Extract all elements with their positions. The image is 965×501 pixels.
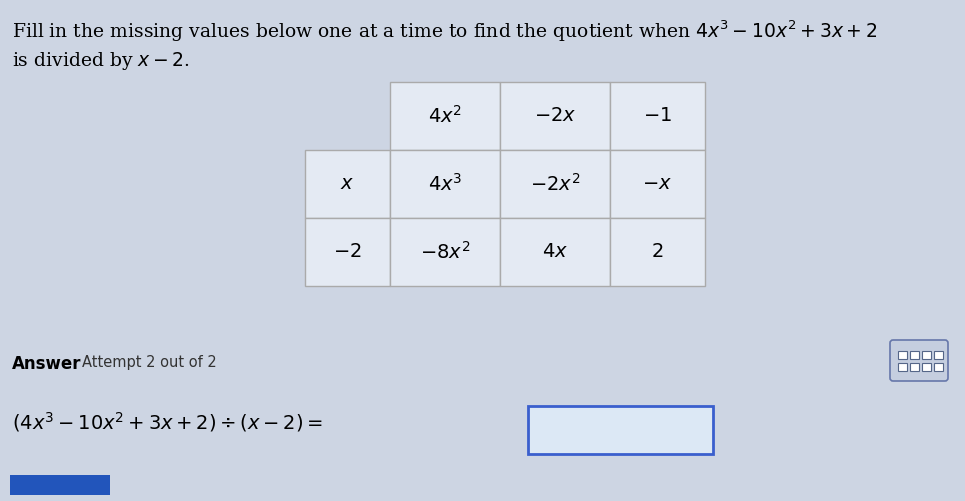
Text: Attempt 2 out of 2: Attempt 2 out of 2 [82,355,217,370]
Bar [500,82,610,150]
Bar [305,218,390,286]
Text: $-2$: $-2$ [333,243,362,261]
Bar [305,150,390,218]
Text: $(4x^3 - 10x^2 + 3x + 2) \div (x - 2) =$: $(4x^3 - 10x^2 + 3x + 2) \div (x - 2) =$ [12,410,323,434]
Bar [10,475,110,495]
Bar [898,351,907,359]
Bar [910,351,919,359]
Bar [390,82,500,150]
Text: is divided by $x - 2$.: is divided by $x - 2$. [12,50,190,72]
Bar [922,363,931,371]
FancyBboxPatch shape [890,340,948,381]
Text: $2$: $2$ [651,243,664,261]
Text: $4x^2$: $4x^2$ [427,105,462,127]
Bar [610,218,705,286]
Bar [922,351,931,359]
Text: $-2x^2$: $-2x^2$ [530,173,580,195]
Bar [500,218,610,286]
Text: Fill in the missing values below one at a time to find the quotient when $4x^3 -: Fill in the missing values below one at … [12,18,877,44]
Text: $4x^3$: $4x^3$ [427,173,462,195]
Text: $4x$: $4x$ [542,243,568,261]
Bar [528,406,713,454]
Bar [934,351,943,359]
Text: $x$: $x$ [341,175,354,193]
Bar [610,82,705,150]
Text: $-8x^2$: $-8x^2$ [420,241,470,263]
Bar [934,363,943,371]
Text: $-x$: $-x$ [643,175,673,193]
Bar [500,150,610,218]
Text: Answer: Answer [12,355,81,373]
Bar [898,363,907,371]
Text: $-2x$: $-2x$ [534,107,576,125]
Bar [390,150,500,218]
Bar [910,363,919,371]
Text: $-1$: $-1$ [643,107,672,125]
Bar [390,218,500,286]
Bar [610,150,705,218]
